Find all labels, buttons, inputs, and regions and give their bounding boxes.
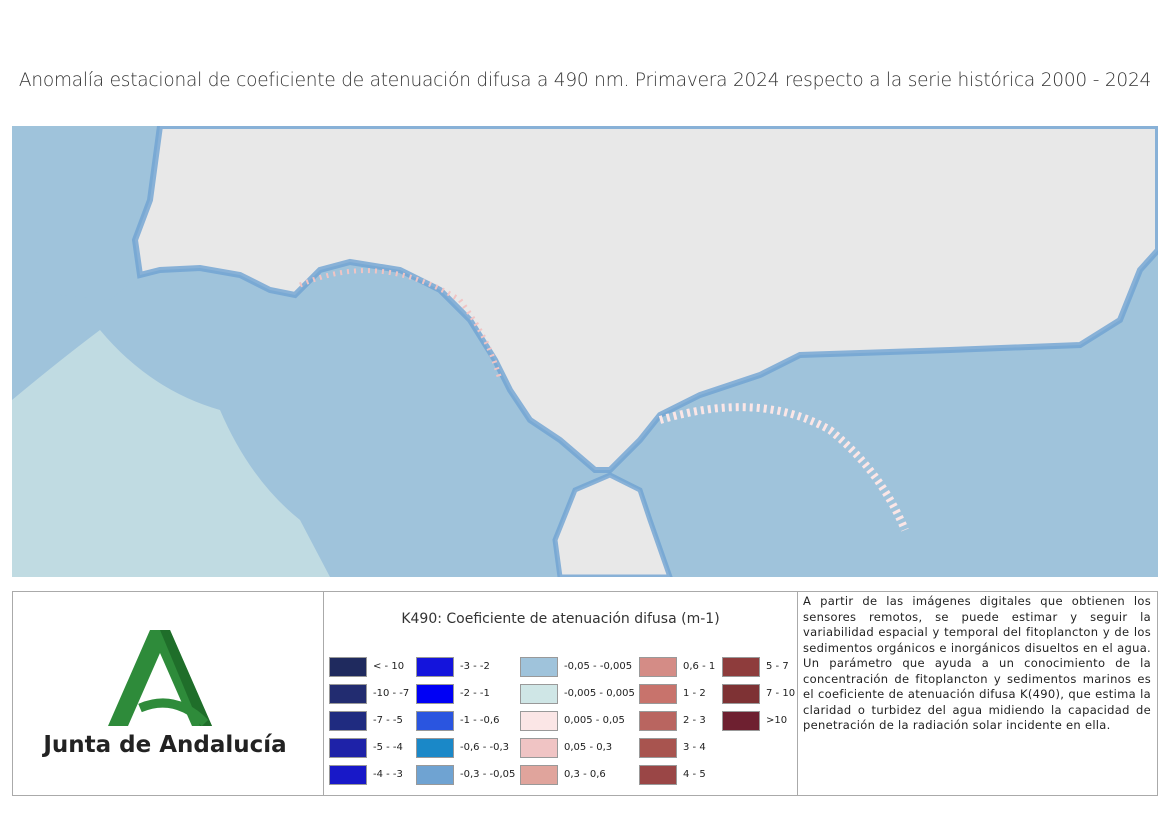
info-panel [12, 591, 1158, 796]
legend-swatch [329, 711, 367, 731]
legend-label: -0,3 - -0,05 [460, 769, 516, 780]
legend-swatch [416, 711, 454, 731]
logo-a [108, 630, 212, 726]
legend-label: -4 - -3 [373, 769, 403, 780]
legend-swatch [520, 711, 558, 731]
legend-swatch [416, 765, 454, 785]
description: A partir de las imágenes digitales que o… [803, 594, 1151, 732]
legend-swatch [329, 738, 367, 758]
legend-swatch [639, 657, 677, 677]
logo [108, 630, 212, 727]
logo-text: Junta de Andalucía [43, 732, 287, 758]
legend-swatch [416, 684, 454, 704]
legend-swatch [520, 765, 558, 785]
legend-label: 0,05 - 0,3 [564, 742, 613, 753]
divider [797, 591, 798, 796]
logo-swoosh [138, 698, 209, 727]
legend-label: -5 - -4 [373, 742, 403, 753]
legend-swatch [639, 765, 677, 785]
legend-swatch [722, 711, 760, 731]
legend-label: 2 - 3 [683, 715, 706, 726]
legend-label: -2 - -1 [460, 688, 490, 699]
divider [323, 591, 324, 796]
legend-label: 0,005 - 0,05 [564, 715, 625, 726]
title: Anomalía estacional de coeficiente de at… [18, 70, 1152, 91]
low-anomaly-area [12, 330, 330, 577]
legend-swatch [722, 684, 760, 704]
legend-swatch [416, 657, 454, 677]
legend-label: 4 - 5 [683, 769, 706, 780]
coastal-anomaly [298, 268, 503, 381]
legend-label: < - 10 [373, 661, 405, 672]
legend-swatch [722, 657, 760, 677]
logo-a-shade [160, 630, 212, 726]
legend-label: >10 [766, 715, 788, 726]
legend-swatch [520, 657, 558, 677]
legend-label: -7 - -5 [373, 715, 403, 726]
legend-swatch [639, 738, 677, 758]
legend-label: -0,005 - 0,005 [564, 688, 635, 699]
legend-label: -3 - -2 [460, 661, 490, 672]
legend-swatch [416, 738, 454, 758]
legend-label: -0,6 - -0,3 [460, 742, 509, 753]
legend-title: K490: Coeficiente de atenuación difusa (… [401, 611, 720, 627]
legend-swatch [639, 711, 677, 731]
sea-north [12, 126, 160, 300]
legend-swatch [639, 684, 677, 704]
legend-swatch [520, 738, 558, 758]
legend-label: 5 - 7 [766, 661, 789, 672]
legend-label: 3 - 4 [683, 742, 706, 753]
legend-label: 0,3 - 0,6 [564, 769, 606, 780]
map [12, 126, 1158, 577]
legend-label: 1 - 2 [683, 688, 706, 699]
legend-swatch [329, 684, 367, 704]
legend-label: -1 - -0,6 [460, 715, 500, 726]
legend-label: 7 - 10 [766, 688, 796, 699]
land-iberia [131, 126, 1158, 473]
land-africa [552, 472, 673, 577]
legend-swatch [329, 765, 367, 785]
legend-label: -10 - -7 [373, 688, 410, 699]
legend-label: 0,6 - 1 [683, 661, 716, 672]
legend-swatch [520, 684, 558, 704]
legend-label: -0,05 - -0,005 [564, 661, 633, 672]
legend-swatch [329, 657, 367, 677]
coastal-anomaly [658, 403, 909, 532]
